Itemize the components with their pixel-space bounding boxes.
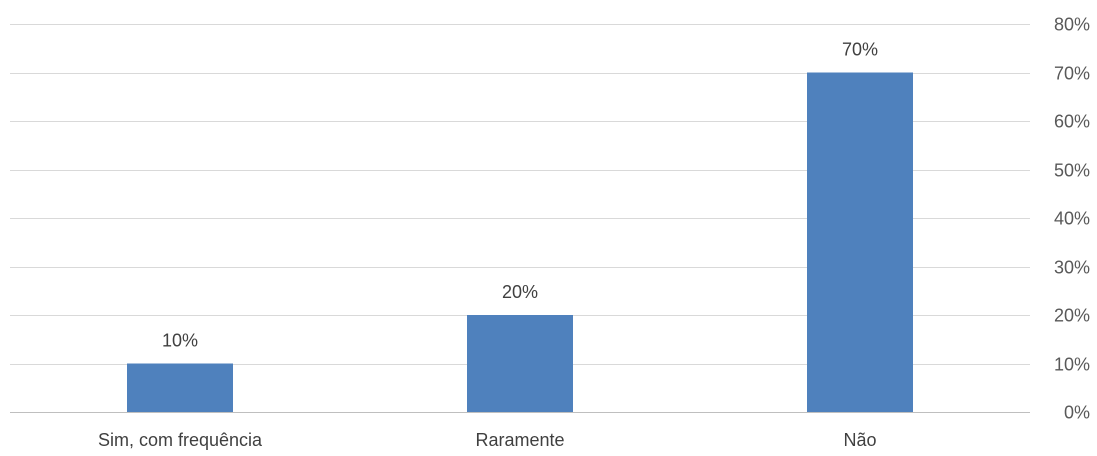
y-axis-ticks: 0% 10% 20% 30% 40% 50% 60% 70% 80% (1054, 15, 1090, 423)
y-tick-label: 30% (1054, 258, 1090, 278)
y-tick-label: 60% (1054, 112, 1090, 132)
y-tick-label: 40% (1054, 209, 1090, 229)
y-tick-label: 0% (1064, 403, 1090, 423)
y-tick-label: 80% (1054, 15, 1090, 35)
bar (807, 72, 913, 412)
y-tick-label: 50% (1054, 161, 1090, 181)
y-tick-label: 10% (1054, 355, 1090, 375)
data-label: 70% (842, 40, 878, 60)
category-label: Não (843, 430, 876, 450)
bar (127, 363, 233, 412)
bars (127, 72, 913, 412)
data-labels: 10% 20% 70% (162, 40, 878, 351)
data-label: 20% (502, 282, 538, 302)
x-axis-categories: Sim, com frequência Raramente Não (98, 430, 877, 450)
y-tick-label: 20% (1054, 306, 1090, 326)
data-label: 10% (162, 331, 198, 351)
bar (467, 315, 573, 412)
category-label: Raramente (475, 430, 564, 450)
category-label: Sim, com frequência (98, 430, 263, 450)
y-tick-label: 70% (1054, 64, 1090, 84)
